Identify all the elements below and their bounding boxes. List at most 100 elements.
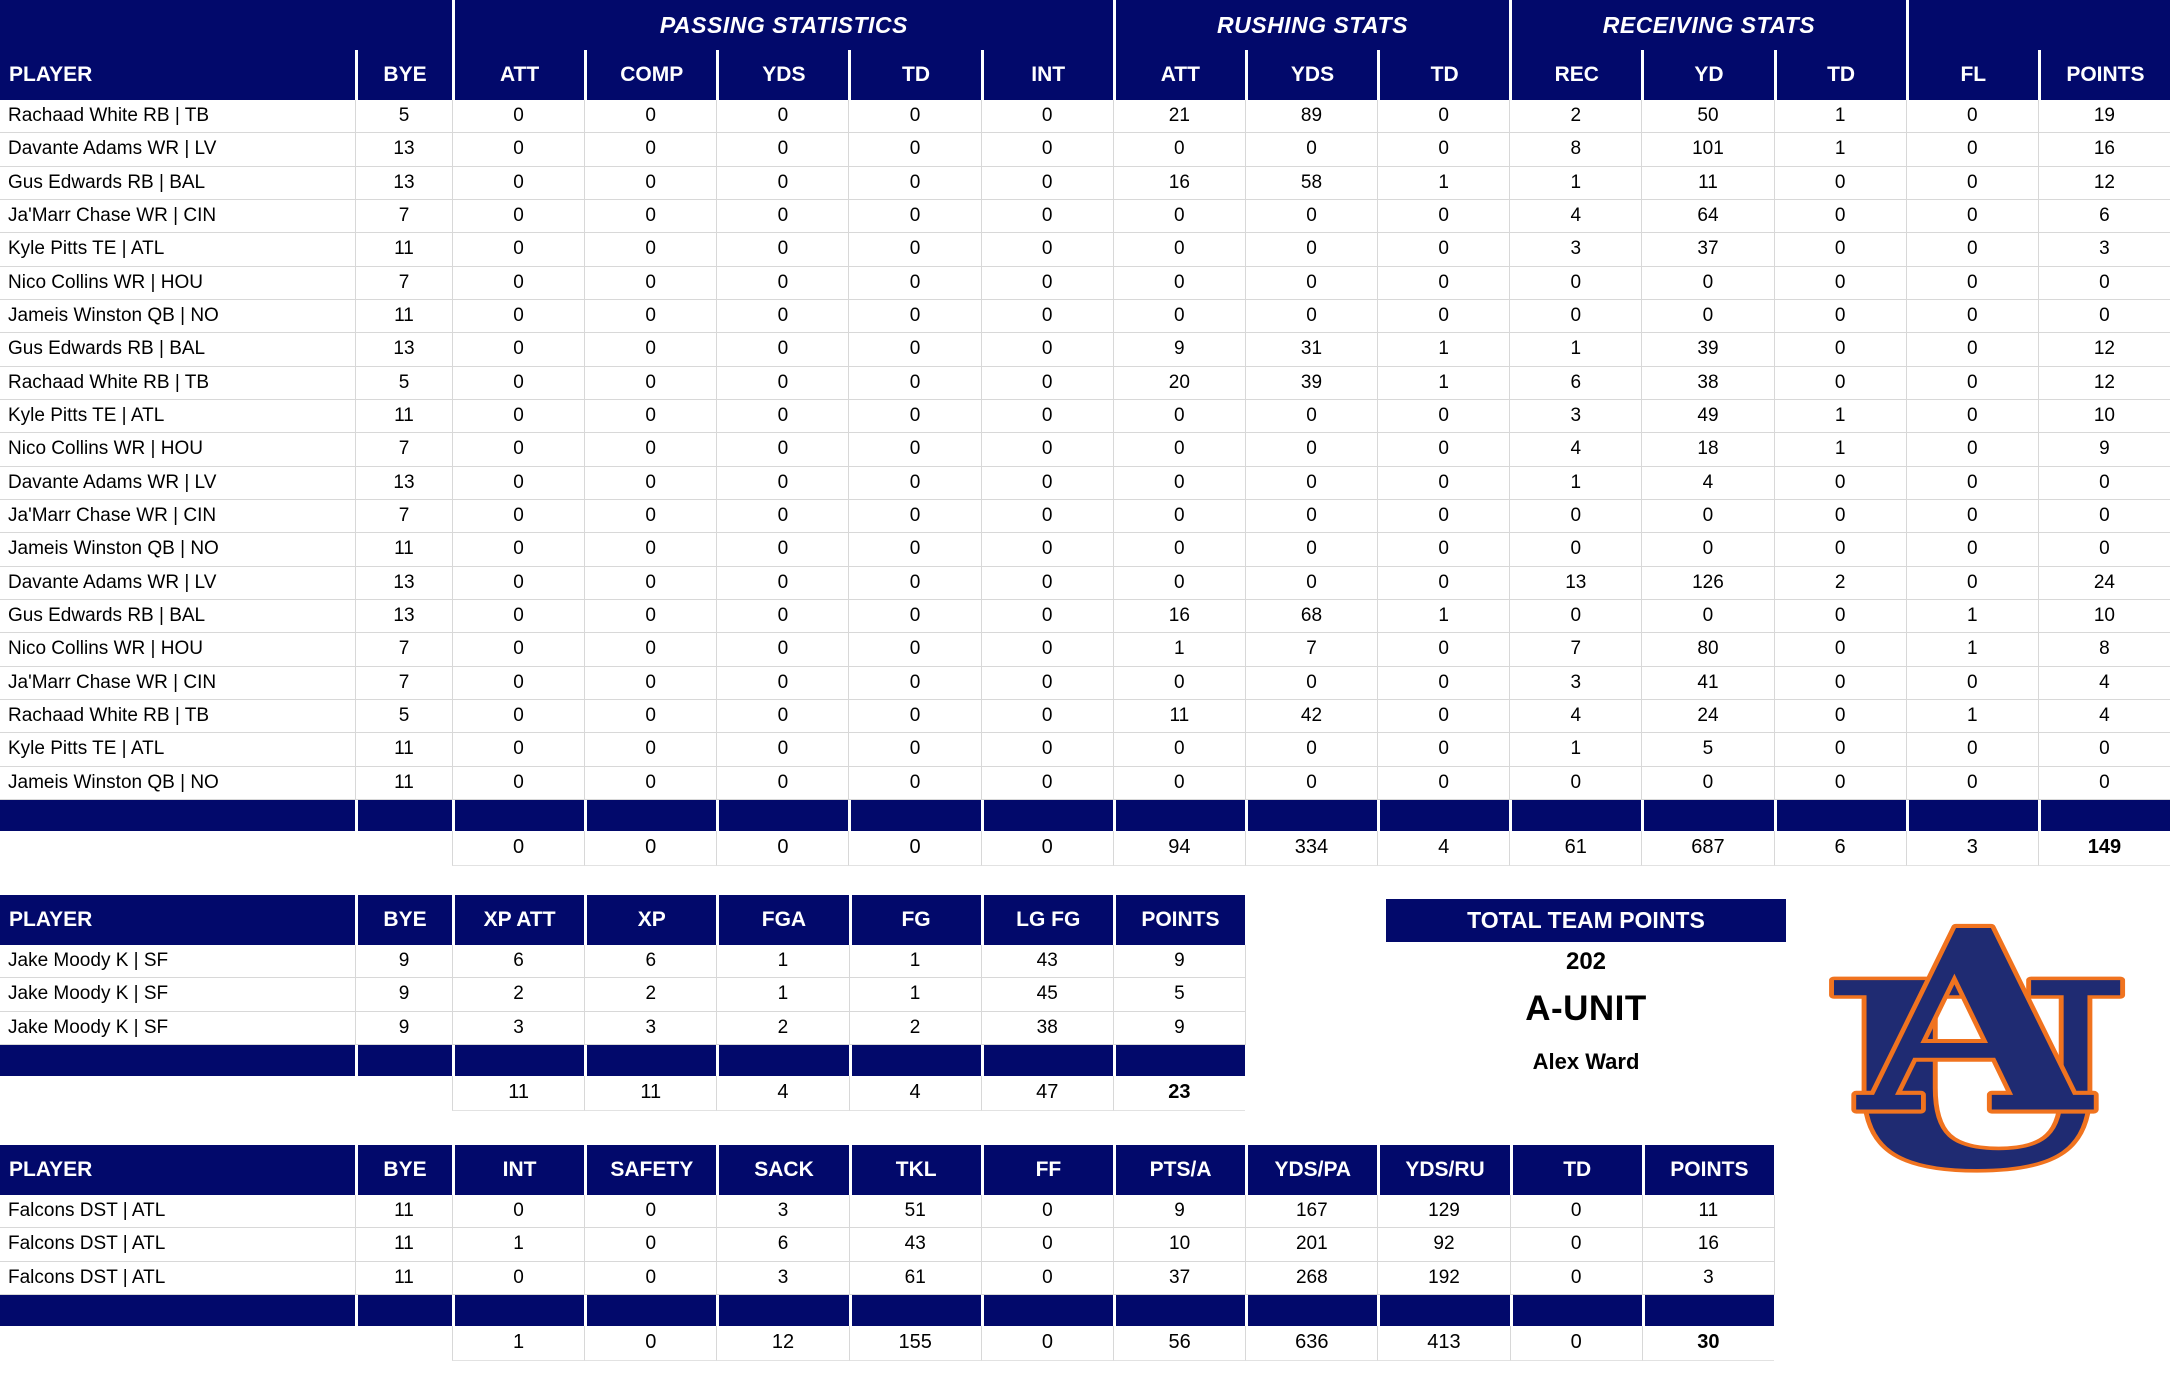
- totals-cell: 0: [1509, 1325, 1642, 1361]
- stat-cell: 38: [1641, 366, 1774, 400]
- separator-cell: [1509, 799, 1642, 831]
- separator-cell: [1244, 799, 1378, 831]
- stat-cell: 5: [355, 100, 452, 134]
- stat-cell: 0: [2037, 766, 2170, 800]
- stat-cell: 0: [1905, 333, 2038, 367]
- totals-cell: 0: [452, 830, 585, 866]
- player-cell: Rachaad White RB | TB: [0, 699, 355, 734]
- stat-cell: 0: [1112, 499, 1245, 534]
- stat-cell: 0: [1377, 266, 1510, 300]
- stat-cell: 0: [1244, 466, 1378, 500]
- stat-cell: 0: [1773, 599, 1906, 634]
- column-header: YDS/RU: [1377, 1145, 1509, 1195]
- stat-cell: 3: [452, 1011, 585, 1045]
- stat-cell: 1: [1773, 433, 1906, 467]
- stat-cell: 0: [716, 466, 849, 500]
- stat-cell: 0: [452, 699, 585, 734]
- stat-cell: 0: [980, 233, 1113, 267]
- stat-cell: 129: [1377, 1195, 1510, 1229]
- stat-cell: 0: [584, 1228, 717, 1262]
- stat-cell: 0: [2037, 466, 2170, 500]
- stat-cell: 0: [1773, 766, 1906, 800]
- totals-cell: 12: [716, 1325, 849, 1361]
- stat-cell: 11: [355, 766, 452, 800]
- stat-cell: 0: [1773, 333, 1906, 367]
- stat-cell: 13: [355, 566, 452, 600]
- stat-cell: 13: [1509, 566, 1642, 600]
- stat-cell: 80: [1641, 633, 1774, 667]
- stat-cell: 89: [1244, 100, 1378, 134]
- stat-cell: 50: [1641, 100, 1774, 134]
- stat-cell: 0: [848, 233, 981, 267]
- stat-cell: 0: [1773, 366, 1906, 400]
- stat-cell: 0: [584, 366, 717, 400]
- stat-cell: 2: [452, 978, 585, 1012]
- player-cell: Nico Collins WR | HOU: [0, 433, 355, 467]
- stat-cell: 0: [1377, 299, 1510, 334]
- stat-cell: 1: [1377, 166, 1510, 200]
- stat-cell: 7: [1244, 633, 1378, 667]
- totals-cell: 4: [716, 1075, 849, 1111]
- stat-cell: 0: [1377, 466, 1510, 500]
- column-header: BYE: [355, 50, 452, 100]
- stat-cell: 4: [1509, 433, 1642, 467]
- stat-cell: 0: [584, 100, 717, 134]
- stat-cell: 2: [584, 978, 717, 1012]
- separator-cell: [1112, 799, 1245, 831]
- stat-cell: 5: [355, 699, 452, 734]
- stat-cell: 0: [452, 133, 585, 167]
- stat-cell: 0: [1244, 266, 1378, 300]
- stat-cell: 0: [452, 299, 585, 334]
- stat-cell: 1: [1509, 466, 1642, 500]
- separator-cell: [584, 1044, 717, 1076]
- stat-cell: 7: [355, 633, 452, 667]
- column-header: PTS/A: [1112, 1145, 1245, 1195]
- stat-cell: 8: [1509, 133, 1642, 167]
- separator-cell: [355, 1044, 452, 1076]
- stat-cell: 42: [1244, 699, 1378, 734]
- stat-cell: 0: [452, 366, 585, 400]
- stat-cell: 0: [1641, 599, 1774, 634]
- stat-cell: 0: [716, 666, 849, 700]
- stat-cell: 0: [848, 199, 981, 234]
- stat-cell: 37: [1641, 233, 1774, 267]
- stat-cell: 0: [1509, 1261, 1642, 1295]
- stat-cell: 0: [1377, 233, 1510, 267]
- stat-cell: 7: [355, 499, 452, 534]
- stat-cell: 0: [452, 166, 585, 200]
- separator-cell: [584, 799, 717, 831]
- stat-cell: 0: [1773, 533, 1906, 567]
- stat-cell: 0: [452, 566, 585, 600]
- stat-cell: 0: [584, 333, 717, 367]
- stat-cell: 0: [1377, 666, 1510, 700]
- totals-cell: 56: [1112, 1325, 1246, 1361]
- stat-cell: 0: [1112, 466, 1245, 500]
- stat-cell: 3: [2037, 233, 2170, 267]
- stat-cell: 0: [848, 399, 981, 434]
- stat-cell: 61: [848, 1261, 981, 1295]
- player-cell: Falcons DST | ATL: [0, 1261, 355, 1295]
- separator-cell: [716, 1044, 849, 1076]
- stat-cell: 1: [1773, 399, 1906, 434]
- stat-cell: 16: [1112, 599, 1245, 634]
- stat-cell: 0: [1905, 299, 2038, 334]
- stat-cell: 0: [1509, 499, 1642, 534]
- stat-cell: 11: [355, 1228, 452, 1262]
- stat-cell: 5: [1641, 733, 1774, 767]
- stat-cell: 0: [1905, 399, 2038, 434]
- group-header-rushing: RUSHING STATS: [1112, 0, 1509, 50]
- separator-cell: [584, 1294, 717, 1326]
- stat-cell: 11: [1641, 166, 1774, 200]
- separator-cell: [1773, 799, 1906, 831]
- stat-cell: 0: [980, 633, 1113, 667]
- separator-cell: [1112, 1294, 1246, 1326]
- group-header-blank-left: [0, 0, 452, 50]
- stat-cell: 0: [452, 433, 585, 467]
- stat-cell: 0: [1773, 733, 1906, 767]
- totals-points: 23: [1112, 1075, 1245, 1111]
- separator-cell: [0, 799, 355, 831]
- stat-cell: 0: [584, 633, 717, 667]
- stat-cell: 0: [1905, 766, 2038, 800]
- stat-cell: 0: [584, 1261, 717, 1295]
- stat-cell: 0: [1905, 133, 2038, 167]
